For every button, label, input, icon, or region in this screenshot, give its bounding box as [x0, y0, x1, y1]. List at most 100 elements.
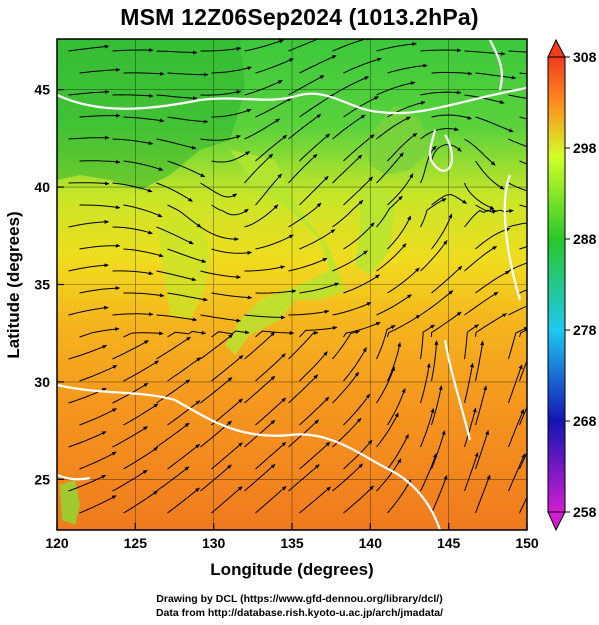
streamline: [211, 442, 243, 470]
streamline: [167, 330, 207, 338]
streamline: [167, 487, 200, 514]
streamline: [211, 248, 252, 255]
streamline: [156, 336, 191, 360]
streamline: [299, 94, 334, 118]
streamline: [475, 72, 517, 80]
streamline: [464, 362, 474, 404]
streamline: [255, 234, 294, 250]
streamline: [288, 257, 328, 272]
streamline: [387, 215, 412, 250]
streamline: [376, 116, 411, 140]
colorbar-gradient: [547, 56, 566, 513]
streamline: [475, 385, 488, 426]
streamline: [156, 422, 190, 448]
colorbar: 308 298 288 278 268 258: [547, 38, 597, 532]
streamline: [68, 89, 110, 96]
streamline: [343, 439, 373, 470]
streamline: [167, 116, 209, 124]
y-tick-label: 35: [34, 277, 50, 293]
streamline: [376, 152, 404, 184]
streamline: [420, 324, 435, 360]
streamline: [244, 39, 284, 52]
streamline: [200, 314, 241, 323]
streamline: [123, 116, 165, 123]
streamline: [519, 160, 527, 165]
streamline: [211, 355, 244, 382]
streamline: [508, 327, 527, 360]
streamline: [376, 294, 412, 316]
streamline: [200, 420, 232, 448]
streamline: [288, 153, 318, 184]
streamline: [464, 245, 498, 272]
x-axis: 120 125 130 135 140 145 150 Longitude (degrees…: [45, 523, 539, 579]
streamline: [376, 81, 416, 96]
streamline: [244, 80, 283, 96]
streamline: [244, 153, 274, 184]
streamline: [519, 246, 527, 250]
streamline: [211, 204, 249, 216]
streamline: [123, 160, 164, 171]
streamline: [200, 334, 234, 360]
streamline: [475, 160, 505, 190]
streamline: [332, 154, 363, 184]
streamline: [431, 385, 443, 426]
y-tick-label: 45: [34, 82, 50, 98]
streamline: [508, 364, 523, 404]
streamline: [211, 330, 250, 338]
x-tick-label: 135: [280, 535, 304, 551]
streamline: [464, 291, 499, 316]
streamline: [255, 97, 292, 118]
streamline: [288, 309, 330, 316]
streamline: [68, 44, 110, 52]
streamline: [343, 96, 379, 118]
streamline: [431, 193, 467, 206]
y-axis: 25 30 35 40 45 Latitude (degrees): [4, 82, 64, 487]
streamline: [519, 116, 527, 120]
streamline: [519, 289, 527, 294]
streamline: [420, 127, 459, 140]
streamline: [68, 219, 110, 228]
streamline: [68, 344, 108, 360]
streamline: [211, 108, 252, 118]
streamline: [288, 464, 320, 492]
streamline: [431, 340, 439, 382]
streamline: [211, 66, 252, 74]
streamline: [244, 419, 276, 448]
streamline: [68, 263, 109, 272]
streamline: [420, 408, 435, 448]
streamline: [376, 458, 402, 492]
streamline: [387, 173, 414, 206]
streamline: [288, 374, 319, 404]
streamline: [299, 229, 336, 250]
x-tick-label: 130: [202, 535, 226, 551]
streamline: [420, 363, 431, 404]
streamline: [255, 486, 287, 514]
streamline: [376, 42, 417, 52]
streamline: [420, 240, 448, 272]
streamline: [519, 329, 527, 338]
colorbar-tick-label: 278: [573, 322, 597, 338]
streamline: [112, 48, 154, 53]
streamline: [123, 204, 163, 218]
streamline: [299, 396, 330, 426]
streamline: [387, 479, 412, 514]
streamline: [475, 313, 508, 338]
streamline: [112, 138, 154, 146]
streamline: [68, 474, 107, 492]
streamline: [79, 159, 121, 164]
streamline: [156, 138, 197, 150]
streamline: [112, 469, 148, 492]
streamline: [167, 400, 201, 426]
streamline: [343, 134, 375, 162]
streamline: [431, 114, 472, 120]
streamline: [343, 321, 381, 338]
streamline: [112, 312, 154, 317]
streamline: [200, 46, 242, 52]
x-axis-title: Longitude (degrees): [210, 560, 373, 579]
streamline: [112, 93, 154, 98]
streamline: [112, 340, 149, 360]
x-tick-label: 125: [124, 535, 148, 551]
streamline: [332, 76, 370, 96]
streamline: [288, 330, 319, 360]
streamline: [387, 267, 420, 294]
